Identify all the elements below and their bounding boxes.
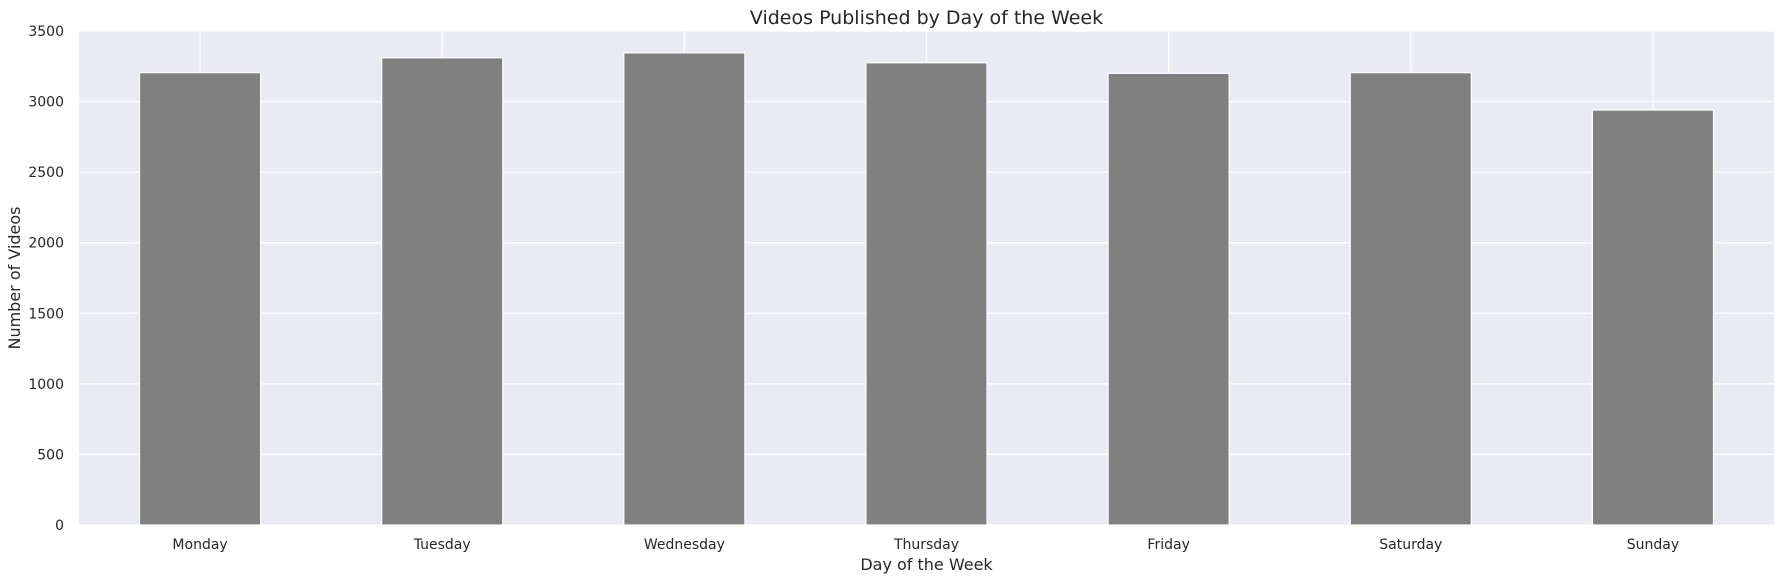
x-axis-ticks: Monday Tuesday Wednesday Thursday Friday Satu… [172,537,1679,553]
y-tick-label: 2000 [28,236,64,252]
bar-friday [1108,73,1229,525]
chart-title: Videos Published by Day of the Week [750,7,1103,29]
bar-sunday [1592,110,1713,525]
y-tick-label: 2500 [28,165,64,181]
y-tick-label: 500 [37,447,64,463]
x-tick-label: Saturday [1379,537,1442,553]
bar-saturday [1350,73,1471,525]
x-tick-label: Wednesday [644,537,725,553]
y-tick-label: 1000 [28,377,64,393]
x-tick-label: Tuesday [413,537,471,553]
bar-thursday [866,63,987,525]
bar-monday [140,73,261,525]
y-tick-label: 0 [55,518,64,534]
y-tick-label: 1500 [28,306,64,322]
bar-tuesday [382,58,503,525]
bar-wednesday [624,53,745,525]
x-axis-label: Day of the Week [860,555,993,574]
y-axis-label: Number of Videos [5,206,24,349]
x-tick-label: Thursday [893,537,959,553]
y-tick-label: 3500 [28,24,64,40]
x-tick-label: Monday [172,537,227,553]
x-tick-label: Sunday [1627,537,1679,553]
y-axis-ticks: 0 500 1000 1500 2000 2500 3000 3500 [28,24,64,534]
x-tick-label: Friday [1147,537,1189,553]
y-tick-label: 3000 [28,95,64,111]
